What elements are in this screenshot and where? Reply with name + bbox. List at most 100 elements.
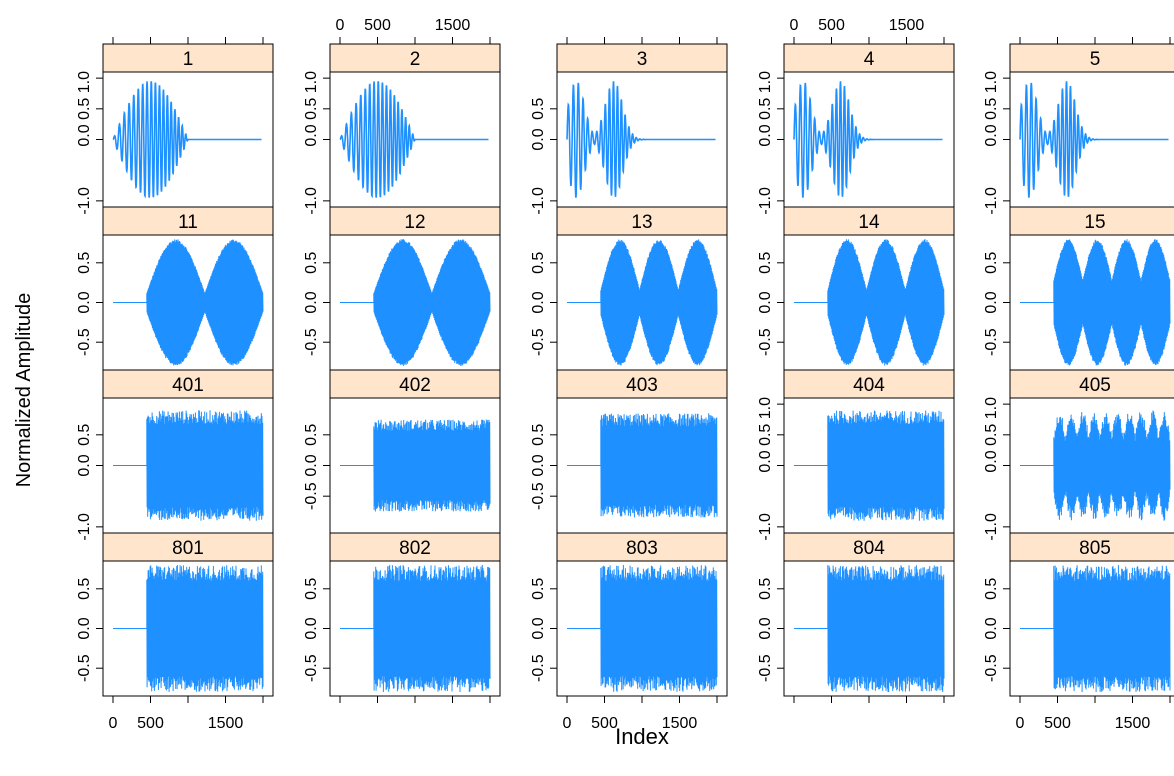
waveform-line [794, 410, 945, 521]
strip-background [329, 43, 501, 73]
strip-background [1009, 532, 1174, 562]
y-tick-label: 0.5 [303, 424, 320, 446]
panel-15: 15 -0.5 0.0 0.5 [983, 206, 1174, 371]
panel-801: 801 -0.5 0.0 0.5 0 500 1500 [76, 532, 274, 732]
y-tick-label: -0.5 [303, 654, 320, 682]
strip-background [556, 532, 728, 562]
y-tick-label: -1.0 [530, 187, 547, 215]
panel-804: 804 -0.5 0.0 0.5 [757, 532, 955, 703]
waveform-line [794, 564, 945, 693]
y-tick-label: 0.5 [530, 98, 547, 120]
waveform-line [340, 239, 491, 366]
strip-background [102, 206, 274, 236]
y-tick-label: 0.0 0.5 1.0 [76, 71, 93, 147]
panel-3: 3 -1.0 0.0 0.5 [530, 37, 728, 215]
strip-label: 2 [410, 49, 421, 70]
y-tick-label: 0.0 [530, 617, 547, 639]
x-tick-label: 1500 [889, 17, 925, 34]
y-tick-label: -0.5 [303, 482, 320, 510]
strip-label: 403 [626, 375, 658, 396]
waveform-line [340, 564, 491, 693]
waveform-line [339, 81, 489, 199]
strip-background [102, 43, 274, 73]
strip-label: 802 [399, 538, 431, 559]
strip-label: 11 [178, 212, 198, 233]
x-tick-label: 1500 [208, 715, 244, 732]
y-tick-label: -1.0 [757, 187, 774, 215]
waveform-line [340, 419, 491, 512]
strip-background [1009, 43, 1174, 73]
waveform-line [1020, 410, 1171, 521]
strip-label: 404 [853, 375, 885, 396]
x-tick-label: 500 [1044, 715, 1071, 732]
strip-label: 3 [637, 49, 648, 70]
y-tick-label: 0.5 [757, 252, 774, 274]
waveform-line [1019, 81, 1169, 198]
strip-background [783, 532, 955, 562]
strip-label: 14 [858, 212, 880, 233]
strip-label: 805 [1079, 538, 1111, 559]
y-tick-label: -0.5 [757, 654, 774, 682]
panel-802: 802 -0.5 0.0 0.5 [303, 532, 501, 703]
y-tick-label: -0.5 [76, 328, 93, 356]
y-tick-label: -0.5 [76, 654, 93, 682]
panel-12: 12 -0.5 0.0 0.5 [303, 206, 501, 371]
strip-label: 4 [864, 49, 875, 70]
panel-grid: 1-1.00.0 0.5 1.02-1.00.0 0.5 1.00 500 1500… [76, 17, 1174, 732]
y-tick-label: 0.5 [757, 578, 774, 600]
panel-803: 803 -0.5 0.0 0.5 0 500 1500 [530, 532, 728, 732]
x-tick-label: 0 [336, 17, 345, 34]
waveform-line [794, 238, 945, 366]
y-tick-label: 0.5 [530, 578, 547, 600]
strip-label: 12 [404, 212, 425, 233]
waveform-line [1020, 239, 1171, 366]
y-tick-label: -0.5 [530, 654, 547, 682]
y-tick-label: -1.0 [76, 513, 93, 541]
panel-403: 403 -0.5 0.0 0.5 [530, 369, 728, 534]
y-tick-label: 0.0 [530, 454, 547, 476]
x-tick-label: 500 [364, 17, 391, 34]
x-tick-label: 1500 [1115, 715, 1151, 732]
x-tick-label: 0 [790, 17, 799, 34]
panel-401: 401 -1.0 0.0 0.5 [76, 369, 274, 541]
waveform-line [793, 81, 943, 198]
y-tick-label: 0.5 [76, 252, 93, 274]
panel-1: 1 -1.0 0.0 0.5 1.0 [76, 37, 274, 215]
strip-label: 405 [1079, 375, 1111, 396]
y-tick-label: 0.5 [983, 578, 1000, 600]
strip-background [1009, 369, 1174, 399]
strip-label: 5 [1090, 49, 1101, 70]
y-tick-label: -0.5 [530, 328, 547, 356]
strip-label: 402 [399, 375, 431, 396]
y-tick-label: 0.0 0.5 1.0 [757, 71, 774, 147]
strip-label: 803 [626, 538, 658, 559]
x-tick-label: 500 [818, 17, 845, 34]
x-tick-label: 500 [137, 715, 164, 732]
x-tick-label: 1500 [435, 17, 471, 34]
waveform-line [566, 81, 716, 198]
panel-404: 404 -1.0 0.0 0.5 1.0 [757, 369, 955, 541]
panel-4: 4 -1.0 0.0 0.5 1.0 0 500 1500 [757, 17, 955, 215]
panel-805: 805 -0.5 0.0 0.5 0 500 1500 [983, 532, 1174, 732]
strip-background [556, 369, 728, 399]
waveform-line [567, 564, 718, 692]
waveform-line [113, 564, 264, 692]
strip-label: 804 [853, 538, 885, 559]
panel-13: 13 -0.5 0.0 0.5 [530, 206, 728, 371]
y-tick-label: 0.0 [76, 291, 93, 313]
waveform-line [112, 81, 262, 199]
y-tick-label: -0.5 [303, 328, 320, 356]
y-tick-label: -0.5 [983, 328, 1000, 356]
x-tick-label: 0 [1016, 715, 1025, 732]
y-tick-label: 0.0 [303, 291, 320, 313]
strip-label: 13 [631, 212, 652, 233]
y-tick-label: 0.0 [530, 128, 547, 150]
y-tick-label: -1.0 [757, 513, 774, 541]
strip-label: 801 [172, 538, 204, 559]
y-tick-label: 0.0 [757, 291, 774, 313]
panel-11: 11 -0.5 0.0 0.5 [76, 206, 274, 371]
panel-405: 405 -1.0 0.0 0.5 1.0 [983, 369, 1174, 541]
x-tick-label: 500 [591, 715, 618, 732]
y-tick-label: 0.0 0.5 1.0 [983, 71, 1000, 147]
